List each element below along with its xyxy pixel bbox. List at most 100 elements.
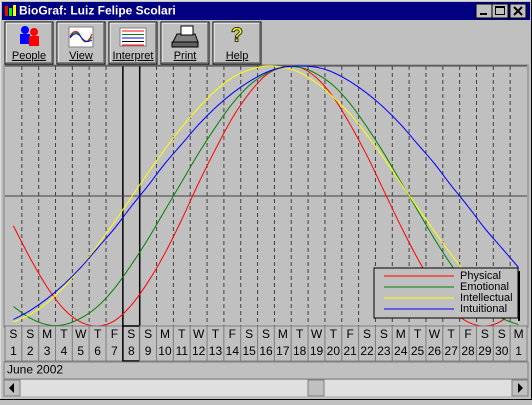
weekday-label: W [429, 327, 441, 341]
app-icon [5, 5, 16, 16]
maximize-button[interactable] [491, 3, 509, 19]
biorhythm-curve [13, 65, 519, 320]
weekday-label: T [448, 327, 456, 341]
weekday-label: M [396, 327, 406, 341]
day-number: 5 [77, 344, 84, 358]
day-number: 22 [360, 344, 374, 358]
day-number: 24 [394, 344, 408, 358]
button-label: People [12, 50, 46, 62]
button-face [212, 21, 262, 65]
title-bar [2, 2, 530, 20]
weekday-label: M [42, 327, 52, 341]
day-number: 18 [293, 344, 307, 358]
weekday-label: S [380, 327, 388, 341]
window-title: BioGraf: Luiz Felipe Scolari [19, 4, 176, 18]
horizontal-scrollbar[interactable] [3, 379, 529, 397]
weekday-label: F [111, 327, 118, 341]
weekday-label: S [498, 327, 506, 341]
button-icon: ? [230, 24, 243, 47]
weekday-label: T [60, 327, 68, 341]
day-number: 4 [61, 344, 68, 358]
icon [30, 28, 38, 36]
toolbar-button[interactable]: ? Help [212, 21, 262, 65]
day-number: 23 [377, 344, 391, 358]
button-bevel [161, 22, 208, 63]
icon: ? [231, 24, 243, 46]
weekday-label: T [178, 327, 186, 341]
day-number: 2 [27, 344, 34, 358]
weekday-label: M [514, 327, 524, 341]
icon [69, 33, 93, 42]
weekday-label: S [262, 327, 270, 341]
button-label: Help [226, 50, 249, 62]
day-cell [509, 325, 528, 362]
biorhythm-curve [13, 65, 519, 327]
icon [171, 41, 199, 48]
day-number: 3 [44, 344, 51, 358]
button-icon [119, 27, 147, 47]
button-shade [110, 23, 156, 63]
legend-label: Intellectual [460, 292, 513, 304]
day-number: 1 [10, 344, 17, 358]
button-icon [68, 26, 94, 48]
close-button[interactable] [509, 3, 527, 19]
button-shade [6, 23, 52, 63]
button-bevel [57, 22, 104, 63]
weekday-label: S [26, 327, 34, 341]
icon [29, 36, 39, 46]
weekday-label: W [193, 327, 205, 341]
toolbar-button[interactable]: People [4, 21, 54, 65]
weekday-label: F [229, 327, 236, 341]
weekday-label: S [363, 327, 371, 341]
month-bar [3, 361, 529, 380]
button-shade [162, 23, 208, 63]
day-number: 8 [128, 344, 135, 358]
weekday-label: T [212, 327, 220, 341]
weekday-label: W [75, 327, 87, 341]
icon [180, 25, 194, 36]
toolbar-button[interactable]: Print [160, 21, 210, 65]
day-number: 29 [478, 344, 492, 358]
weekday-label: T [414, 327, 422, 341]
day-number: 19 [310, 344, 324, 358]
weekday-label: S [127, 327, 135, 341]
legend-label: Emotional [460, 281, 509, 293]
day-number: 28 [461, 344, 475, 358]
day-number: 1 [515, 344, 522, 358]
weekday-label: W [311, 327, 323, 341]
weekday-label: S [245, 327, 253, 341]
button-shade [214, 23, 260, 63]
day-number: 16 [259, 344, 273, 358]
weekday-label: T [330, 327, 338, 341]
icon [20, 34, 30, 44]
weekday-label: F [347, 327, 354, 341]
toolbar-button[interactable]: Interpret [108, 21, 158, 65]
button-label: Print [174, 50, 197, 62]
day-number: 27 [445, 344, 459, 358]
day-number: 10 [158, 344, 172, 358]
day-number: 11 [176, 344, 189, 358]
month-label: June 2002 [7, 363, 63, 377]
weekday-label: M [278, 327, 288, 341]
day-number: 12 [192, 344, 206, 358]
button-icon [20, 26, 39, 46]
icon [21, 26, 29, 34]
day-number: 9 [145, 344, 152, 358]
button-shade [58, 23, 104, 63]
biorhythm-curve [13, 65, 519, 323]
button-icon [171, 25, 199, 48]
day-number: 6 [94, 344, 101, 358]
day-number: 20 [327, 344, 341, 358]
legend-label: Intuitional [460, 303, 507, 315]
day-number: 25 [411, 344, 425, 358]
weekday-label: T [296, 327, 304, 341]
legend-shadow [518, 271, 520, 321]
minimize-button[interactable] [475, 3, 493, 19]
weekday-label: T [94, 327, 102, 341]
day-number: 7 [111, 344, 118, 358]
toolbar-button[interactable]: View [56, 21, 106, 65]
day-number: 17 [276, 344, 290, 358]
button-label: Interpret [113, 50, 154, 62]
